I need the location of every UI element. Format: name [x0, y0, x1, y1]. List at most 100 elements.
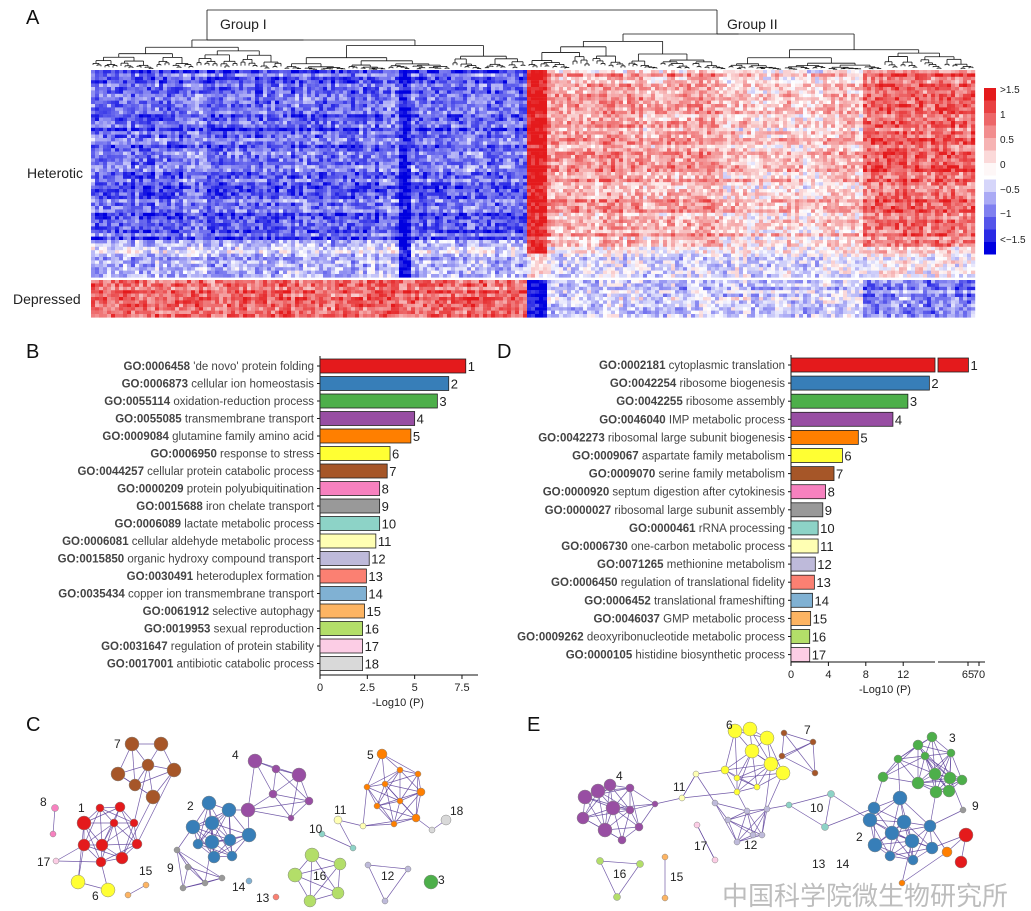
heatmap-cell [455, 73, 460, 77]
heatmap-cell [383, 93, 388, 98]
heatmap-cell [955, 107, 960, 111]
heatmap-cell [507, 76, 512, 81]
heatmap-cell [195, 110, 200, 115]
heatmap-cell [347, 87, 352, 91]
heatmap-cell [391, 124, 396, 128]
heatmap-cell [755, 121, 760, 125]
heatmap-cell [219, 100, 224, 105]
heatmap-cell [391, 121, 396, 125]
heatmap-cell [231, 93, 236, 98]
heatmap-cell [331, 73, 336, 77]
heatmap-cell [955, 70, 960, 74]
heatmap-cell [95, 70, 100, 74]
heatmap-cell [791, 121, 796, 125]
heatmap-cell [159, 73, 164, 77]
heatmap-cell [555, 104, 560, 108]
heatmap-cell [319, 76, 324, 81]
heatmap-cell [327, 114, 332, 118]
heatmap-cell [463, 100, 468, 105]
heatmap-cell [515, 87, 520, 91]
heatmap-cell [763, 124, 768, 128]
heatmap-cell [411, 107, 416, 111]
heatmap-cell [647, 93, 652, 98]
heatmap-cell [631, 70, 636, 74]
heatmap-cell [471, 93, 476, 98]
heatmap-cell [739, 80, 744, 84]
heatmap-cell [199, 97, 204, 101]
heatmap-cell [843, 87, 848, 91]
heatmap-cell [259, 93, 264, 98]
heatmap-cell [923, 90, 928, 94]
heatmap-cell [659, 127, 664, 132]
heatmap-cell [611, 107, 616, 111]
heatmap-cell [519, 90, 524, 94]
heatmap-cell [731, 131, 736, 135]
heatmap-cell [911, 131, 916, 135]
heatmap-cell [171, 131, 176, 135]
heatmap-cell [239, 93, 244, 98]
heatmap-cell [555, 76, 560, 81]
heatmap-cell [843, 104, 848, 108]
heatmap-cell [767, 90, 772, 94]
heatmap-cell [579, 134, 584, 139]
heatmap-cell [403, 87, 408, 91]
heatmap-cell [559, 80, 564, 84]
heatmap-cell [555, 93, 560, 98]
heatmap-cell [303, 104, 308, 108]
heatmap-cell [103, 107, 108, 111]
heatmap-cell [627, 87, 632, 91]
heatmap-cell [647, 124, 652, 128]
heatmap-cell [759, 87, 764, 91]
heatmap-cell [831, 97, 836, 101]
heatmap-cell [951, 127, 956, 132]
heatmap-cell [791, 110, 796, 115]
heatmap-cell [423, 100, 428, 105]
heatmap-cell [327, 104, 332, 108]
heatmap-cell [959, 97, 964, 101]
heatmap-cell [103, 121, 108, 125]
heatmap-cell [299, 114, 304, 118]
heatmap-cell [383, 124, 388, 128]
heatmap-cell [827, 73, 832, 77]
heatmap-cell [479, 124, 484, 128]
heatmap-cell [175, 83, 180, 88]
heatmap-cell [971, 131, 976, 135]
heatmap-cell [647, 110, 652, 115]
heatmap-cell [463, 87, 468, 91]
heatmap-cell [279, 117, 284, 122]
heatmap-cell [403, 70, 408, 74]
heatmap-cell [535, 117, 540, 122]
heatmap-cell [899, 114, 904, 118]
heatmap-cell [763, 93, 768, 98]
heatmap-cell [843, 80, 848, 84]
heatmap-cell [559, 70, 564, 74]
heatmap-cell [555, 73, 560, 77]
heatmap-cell [247, 73, 252, 77]
heatmap-cell [411, 97, 416, 101]
heatmap-cell [519, 110, 524, 115]
heatmap-cell [359, 73, 364, 77]
heatmap-cell [663, 93, 668, 98]
heatmap-cell [539, 76, 544, 81]
heatmap-cell [739, 73, 744, 77]
heatmap-cell [151, 93, 156, 98]
heatmap-cell [287, 100, 292, 105]
heatmap-cell [195, 124, 200, 128]
heatmap-cell [855, 70, 860, 74]
heatmap-cell [371, 90, 376, 94]
heatmap-cell [611, 80, 616, 84]
heatmap-cell [235, 73, 240, 77]
heatmap-cell [523, 100, 528, 105]
heatmap-cell [719, 124, 724, 128]
heatmap-cell [495, 104, 500, 108]
heatmap-cell [567, 110, 572, 115]
heatmap-cell [967, 97, 972, 101]
heatmap-cell [467, 104, 472, 108]
heatmap-cell [259, 90, 264, 94]
heatmap-cell [663, 117, 668, 122]
heatmap-cell [283, 114, 288, 118]
heatmap-cell [875, 127, 880, 132]
heatmap-cell [607, 76, 612, 81]
heatmap-cell [115, 134, 120, 139]
heatmap-cell [231, 104, 236, 108]
